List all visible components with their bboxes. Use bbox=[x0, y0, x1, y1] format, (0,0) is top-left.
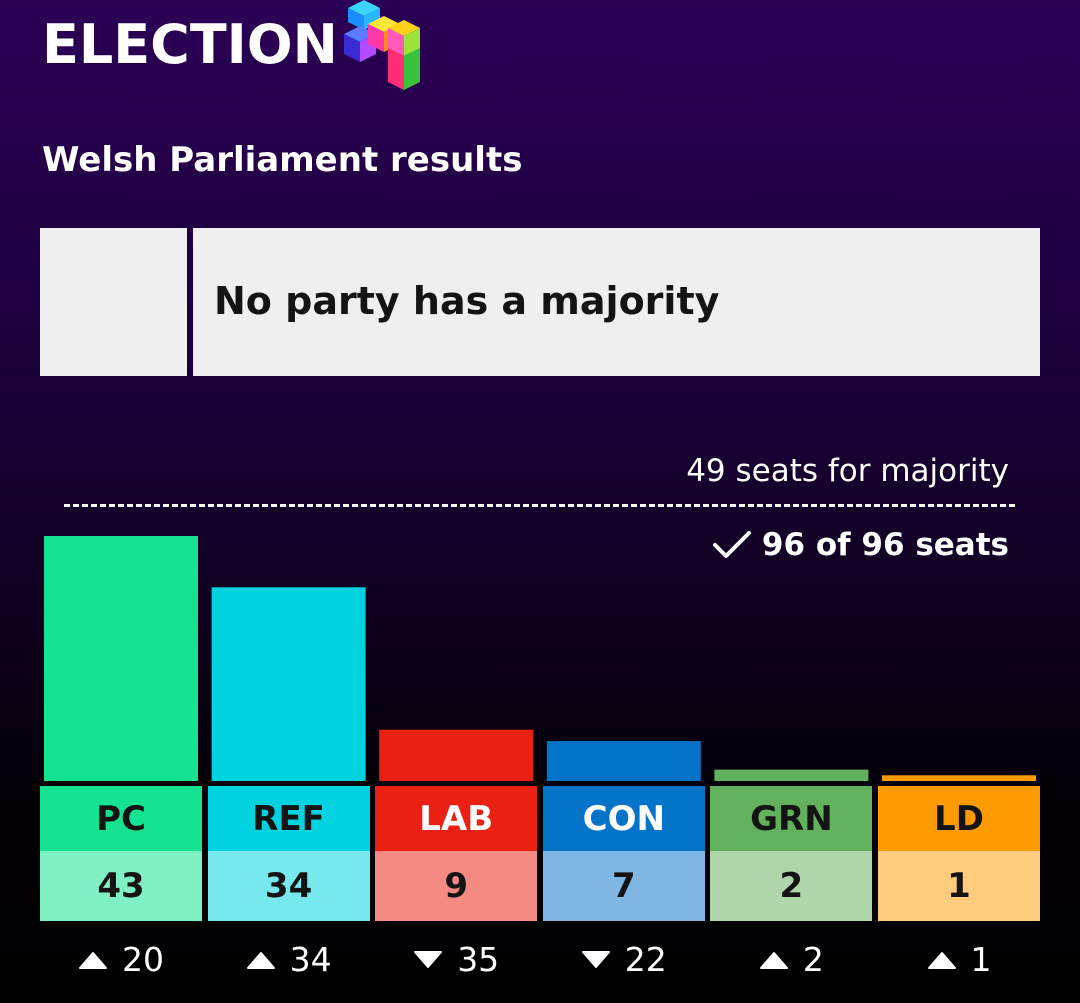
party-code-label: CON bbox=[542, 786, 705, 851]
majority-status-banner: No party has a majority bbox=[40, 228, 1040, 376]
seats-declared-text: 96 of 96 seats bbox=[761, 527, 1009, 563]
bar-con bbox=[546, 741, 701, 781]
status-color-swatch bbox=[40, 228, 187, 376]
bar-grn bbox=[714, 769, 869, 781]
party-seat-change: 35 bbox=[375, 938, 537, 982]
party-code-label: LAB bbox=[375, 786, 538, 851]
party-card-pc: PC 43 20 bbox=[40, 786, 202, 982]
check-icon bbox=[712, 531, 751, 558]
bar-ref bbox=[211, 587, 366, 781]
party-code-label: PC bbox=[40, 786, 202, 851]
party-seat-change-value: 22 bbox=[624, 940, 667, 979]
header: ELECTION bbox=[42, 0, 542, 100]
party-seat-change: 22 bbox=[543, 938, 705, 982]
party-seat-change: 34 bbox=[208, 938, 370, 982]
party-seat-change-value: 1 bbox=[970, 940, 992, 979]
party-seat-count: 7 bbox=[542, 851, 705, 921]
majority-threshold-label: 49 seats for majority bbox=[686, 453, 1009, 489]
status-text: No party has a majority bbox=[214, 279, 720, 323]
party-seat-change-value: 20 bbox=[122, 940, 164, 979]
bar-ld bbox=[882, 775, 1036, 781]
triangle-up-icon bbox=[759, 952, 788, 969]
page-subtitle: Welsh Parliament results bbox=[42, 140, 523, 180]
party-code-label: GRN bbox=[710, 786, 873, 851]
party-seat-count: 1 bbox=[878, 851, 1040, 921]
triangle-up-icon bbox=[927, 952, 956, 969]
triangle-down-icon bbox=[581, 951, 610, 968]
bar-lab bbox=[379, 729, 534, 781]
party-seat-count: 43 bbox=[40, 851, 202, 921]
party-card-ref: REF 34 34 bbox=[207, 786, 370, 982]
party-seat-count: 34 bbox=[207, 851, 370, 921]
election-cubes-logo-icon bbox=[344, 0, 420, 90]
party-seat-change-value: 35 bbox=[457, 940, 500, 979]
party-seat-count: 2 bbox=[710, 851, 873, 921]
bar-pc bbox=[44, 536, 198, 781]
triangle-up-icon bbox=[246, 952, 275, 969]
party-card-lab: LAB 9 35 bbox=[375, 786, 538, 982]
party-card-ld: LD 1 1 bbox=[878, 786, 1040, 982]
triangle-down-icon bbox=[414, 951, 443, 968]
party-seat-count: 9 bbox=[375, 851, 538, 921]
party-code-label: LD bbox=[878, 786, 1040, 851]
status-message-panel: No party has a majority bbox=[193, 228, 1040, 376]
party-code-label: REF bbox=[207, 786, 370, 851]
party-seat-change: 20 bbox=[40, 938, 202, 982]
majority-threshold-line bbox=[64, 504, 1015, 507]
party-seat-change-value: 34 bbox=[289, 940, 332, 979]
triangle-up-icon bbox=[79, 952, 107, 969]
party-seat-change: 1 bbox=[878, 938, 1040, 982]
party-seat-change: 2 bbox=[710, 938, 872, 982]
party-seat-change-value: 2 bbox=[802, 940, 824, 979]
party-card-grn: GRN 2 2 bbox=[710, 786, 873, 982]
election-title: ELECTION bbox=[42, 13, 338, 76]
party-card-con: CON 7 22 bbox=[542, 786, 705, 982]
seats-declared: 96 of 96 seats bbox=[712, 524, 1009, 566]
